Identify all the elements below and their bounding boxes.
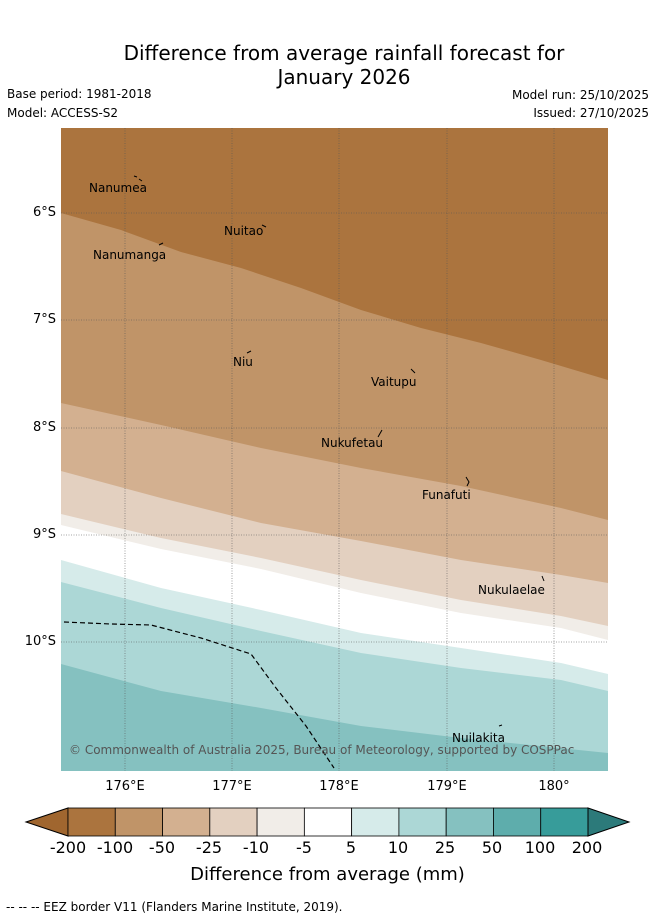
colorbar-cell xyxy=(445,807,494,837)
colorbar-cell xyxy=(256,807,305,837)
label-nuilakita: Nuilakita xyxy=(452,731,505,745)
colorbar-tick: 5 xyxy=(345,838,357,857)
colorbar-tick: -10 xyxy=(242,838,270,857)
colorbar-cell xyxy=(493,807,542,837)
label-nuitao: Nuitao xyxy=(224,224,263,238)
colorbar-tick: 50 xyxy=(481,838,503,857)
lon-label-176e: 176°E xyxy=(105,779,145,794)
copyright-text: © Commonwealth of Australia 2025, Bureau… xyxy=(69,743,574,757)
lat-label-10s: 10°S xyxy=(24,634,56,649)
niu-island-shape xyxy=(246,350,252,354)
map-title-line-1: Difference from average rainfall forecas… xyxy=(123,41,565,65)
colorbar-tick: -100 xyxy=(96,838,134,857)
nanumanga-island-shape xyxy=(158,242,164,246)
lon-label-178e: 178°E xyxy=(319,779,359,794)
colorbar-tick: 100 xyxy=(524,838,556,857)
colorbar-cell xyxy=(162,807,211,837)
colorbar-tick: 10 xyxy=(387,838,409,857)
base-period-text: Base period: 1981-2018 xyxy=(7,87,152,101)
colorbar-tick: -200 xyxy=(49,838,87,857)
label-nukulaelae: Nukulaelae xyxy=(478,583,545,597)
label-nanumea: Nanumea xyxy=(89,181,147,195)
issued-text: Issued: 27/10/2025 xyxy=(533,106,649,120)
model-run-text: Model run: 25/10/2025 xyxy=(511,88,649,102)
nuitao-island-shape xyxy=(261,224,267,228)
funafuti-island-shape xyxy=(465,476,470,487)
vaitupu-island-shape xyxy=(410,368,416,374)
lon-label-180: 180° xyxy=(538,779,570,794)
colorbar-cell xyxy=(398,807,447,837)
nuilakita-island-shape xyxy=(498,724,503,727)
colorbar-under-arrow xyxy=(24,807,69,837)
label-niu: Niu xyxy=(233,355,253,369)
band-25-to-50 xyxy=(61,664,608,771)
colorbar-tick: -25 xyxy=(195,838,223,857)
label-vaitupu: Vaitupu xyxy=(371,375,417,389)
colorbar-cell xyxy=(303,807,353,837)
label-nanumanga: Nanumanga xyxy=(93,248,166,262)
nanumea-island-shape xyxy=(133,175,143,182)
colorbar-cell xyxy=(209,807,258,837)
colorbar-tick: 200 xyxy=(571,838,603,857)
colorbar-tick: -5 xyxy=(296,838,312,857)
lon-label-179e: 179°E xyxy=(427,779,467,794)
colorbar-cell xyxy=(114,807,163,837)
rainfall-map: Nanumea Nuitao Nanumanga Niu Vaitupu Nuk… xyxy=(61,128,608,771)
colorbar-over-arrow xyxy=(587,807,631,837)
eez-border-line xyxy=(63,621,335,769)
colorbar-label: Difference from average (mm) xyxy=(190,864,465,885)
lat-label-9s: 9°S xyxy=(32,527,56,542)
colorbar-cell xyxy=(351,807,400,837)
colorbar xyxy=(24,807,631,837)
lat-label-8s: 8°S xyxy=(32,420,56,435)
colorbar-tick: -50 xyxy=(148,838,176,857)
eez-footnote: -- -- -- EEZ border V11 (Flanders Marine… xyxy=(6,900,343,914)
label-nukufetau: Nukufetau xyxy=(321,436,383,450)
nukulaelae-island-shape xyxy=(541,575,545,582)
lat-label-7s: 7°S xyxy=(32,312,56,327)
colorbar-cell xyxy=(67,807,116,837)
colorbar-cell xyxy=(540,807,589,837)
model-text: Model: ACCESS-S2 xyxy=(7,106,119,120)
lon-label-177e: 177°E xyxy=(212,779,252,794)
lat-label-6s: 6°S xyxy=(32,205,56,220)
colorbar-tick: 25 xyxy=(434,838,456,857)
nukufetau-island-shape xyxy=(377,429,383,438)
map-title-line-2: January 2026 xyxy=(277,65,411,89)
label-funafuti: Funafuti xyxy=(422,488,471,502)
